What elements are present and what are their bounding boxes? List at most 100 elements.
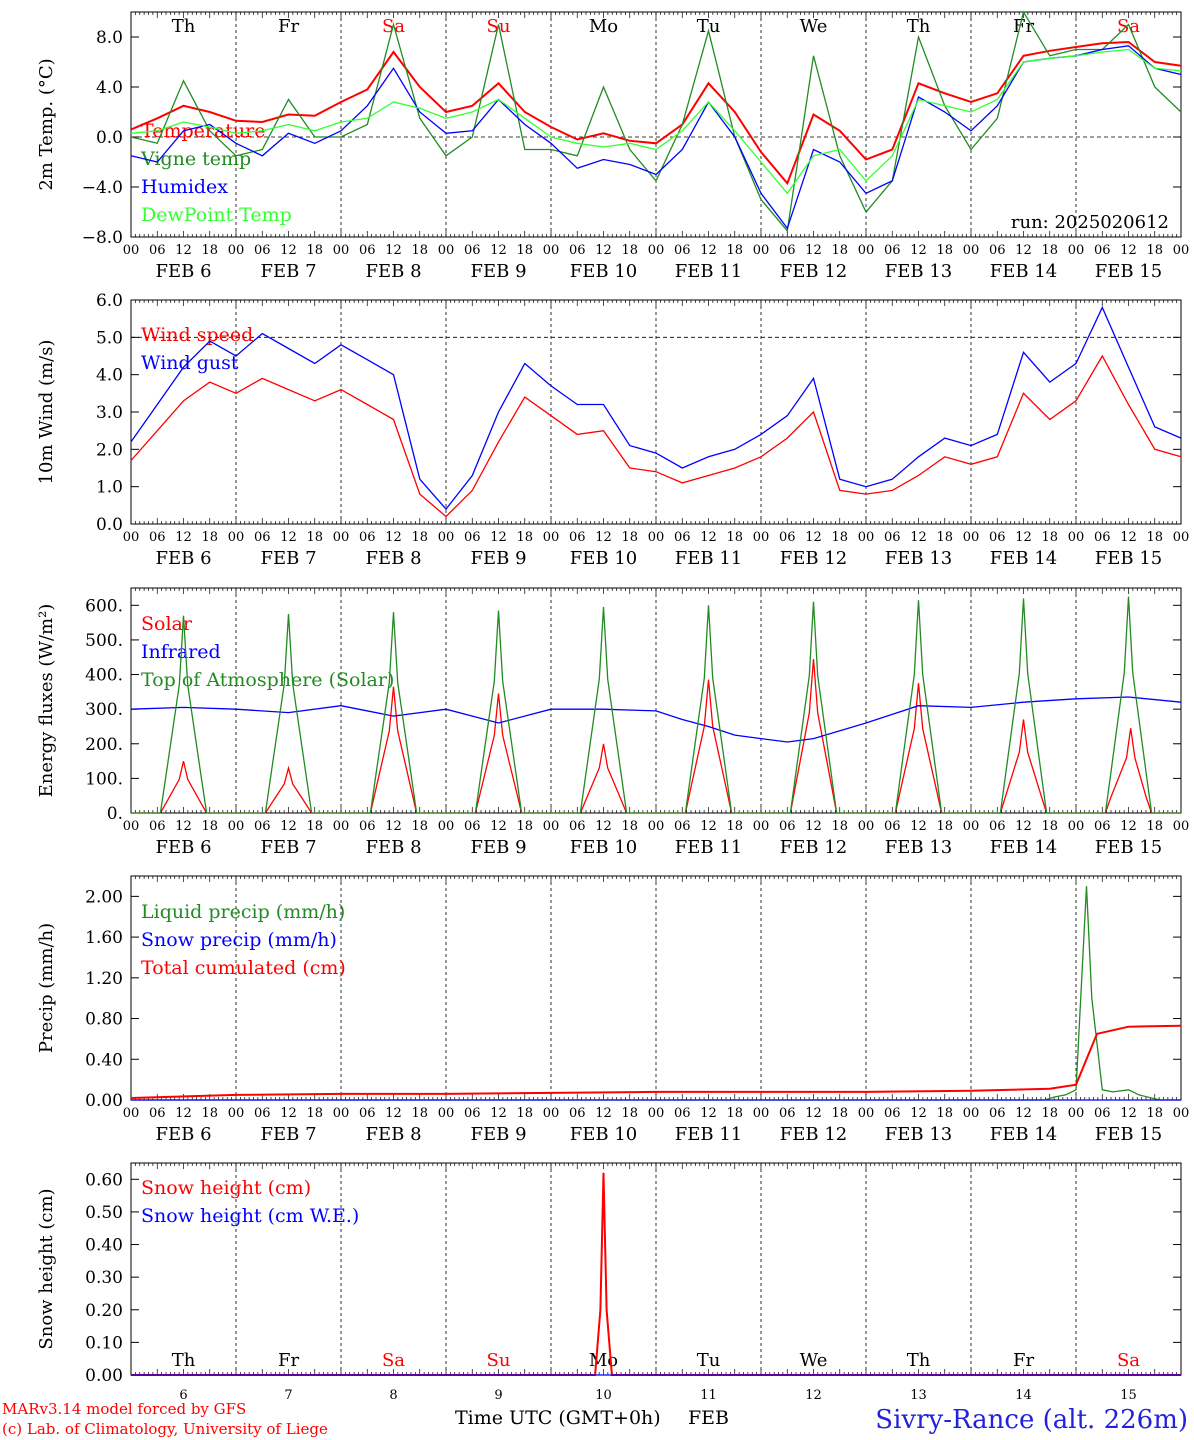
x-hour-label: 18 [516, 819, 533, 834]
x-hour-label: 18 [831, 243, 848, 258]
x-hour-label: 00 [438, 1106, 455, 1121]
weekday-label: Mo [589, 16, 618, 37]
legend-entry: Snow height (cm W.E.) [141, 1205, 359, 1227]
weekday-label: Th [907, 16, 931, 37]
y-tick-label: 600. [85, 596, 123, 616]
x-day-label: FEB 9 [470, 548, 526, 569]
x-day-label: FEB 8 [365, 837, 421, 858]
x-hour-label: 12 [910, 1106, 927, 1121]
x-day-label: FEB 13 [885, 261, 952, 282]
x-hour-label: 00 [963, 243, 980, 258]
x-hour-label: 06 [779, 243, 796, 258]
x-hour-label: 18 [936, 819, 953, 834]
y-tick-label: 300. [85, 700, 123, 720]
x-hour-label: 18 [411, 243, 428, 258]
x-hour-label: 06 [674, 819, 691, 834]
y-tick-label: 6.0 [96, 291, 123, 311]
x-day-number: 7 [284, 1388, 292, 1403]
series-line [130, 696, 1182, 743]
x-day-label: FEB 9 [470, 837, 526, 858]
weekday-label: Tu [697, 1350, 721, 1371]
x-hour-label: 00 [543, 819, 560, 834]
y-tick-label: 0.40 [85, 1236, 123, 1256]
y-tick-label: 8.0 [96, 28, 123, 48]
weekday-label: We [800, 16, 828, 37]
x-hour-label: 18 [621, 530, 638, 545]
y-axis-label: Precip (mm/h) [36, 923, 57, 1053]
x-hour-label: 12 [805, 819, 822, 834]
y-tick-label: 0.20 [85, 1301, 123, 1321]
weekday-label: Sa [1117, 16, 1140, 37]
x-hour-label: 00 [648, 243, 665, 258]
x-hour-label: 18 [306, 530, 323, 545]
x-hour-label: 00 [228, 1106, 245, 1121]
x-hour-label: 18 [201, 243, 218, 258]
x-day-label: FEB 12 [780, 1124, 847, 1145]
x-hour-label: 12 [910, 530, 927, 545]
legend-entry: Liquid precip (mm/h) [141, 901, 345, 923]
x-day-label: FEB 11 [675, 548, 742, 569]
x-hour-label: 00 [858, 819, 875, 834]
y-tick-label: 0.50 [85, 1203, 123, 1223]
y-tick-label: 0.00 [85, 1366, 123, 1386]
x-hour-label: 18 [516, 1106, 533, 1121]
x-day-label: FEB 11 [675, 1124, 742, 1145]
x-hour-label: 06 [149, 1106, 166, 1121]
y-tick-label: 100. [85, 769, 123, 789]
x-hour-label: 00 [543, 530, 560, 545]
x-hour-label: 06 [884, 243, 901, 258]
x-hour-label: 12 [700, 243, 717, 258]
x-day-label: FEB 15 [1095, 548, 1162, 569]
x-hour-label: 12 [490, 530, 507, 545]
x-hour-label: 00 [228, 243, 245, 258]
x-day-label: FEB 6 [155, 261, 211, 282]
x-hour-label: 00 [1173, 530, 1190, 545]
x-day-label: FEB 15 [1095, 1124, 1162, 1145]
x-day-label: FEB 10 [570, 261, 637, 282]
x-hour-label: 12 [595, 530, 612, 545]
x-hour-label: 12 [385, 530, 402, 545]
series-line [130, 45, 1182, 230]
series-line [130, 10, 1182, 233]
x-hour-label: 00 [333, 243, 350, 258]
x-hour-label: 00 [543, 243, 560, 258]
x-hour-label: 12 [700, 530, 717, 545]
run-annotation: run: 2025020612 [1011, 212, 1169, 233]
x-hour-label: 06 [254, 819, 271, 834]
x-hour-label: 06 [884, 1106, 901, 1121]
x-hour-label: 06 [674, 1106, 691, 1121]
x-hour-label: 18 [201, 530, 218, 545]
x-hour-label: 00 [963, 1106, 980, 1121]
x-hour-label: 18 [936, 1106, 953, 1121]
y-tick-label: 4.0 [96, 366, 123, 386]
x-hour-label: 18 [306, 819, 323, 834]
x-hour-label: 18 [1041, 530, 1058, 545]
x-day-label: FEB 11 [675, 261, 742, 282]
x-hour-label: 18 [1146, 530, 1163, 545]
y-tick-label: 0.0 [96, 128, 123, 148]
weekday-label: We [800, 1350, 828, 1371]
x-day-label: FEB 6 [155, 548, 211, 569]
series-line [131, 596, 1181, 814]
x-hour-label: 00 [228, 819, 245, 834]
x-day-label: FEB 7 [260, 261, 316, 282]
x-hour-label: 06 [569, 243, 586, 258]
x-hour-label: 18 [831, 1106, 848, 1121]
x-hour-label: 12 [175, 530, 192, 545]
x-hour-label: 18 [411, 530, 428, 545]
y-tick-label: 0.30 [85, 1268, 123, 1288]
x-hour-label: 12 [910, 243, 927, 258]
x-hour-label: 06 [464, 530, 481, 545]
x-hour-label: 18 [621, 819, 638, 834]
x-day-label: FEB 15 [1095, 261, 1162, 282]
x-hour-label: 12 [385, 1106, 402, 1121]
x-day-label: FEB 9 [470, 1124, 526, 1145]
month-label: FEB [688, 1407, 729, 1429]
legend-entry: Vigne temp [140, 148, 251, 170]
x-hour-label: 00 [438, 530, 455, 545]
panel-2: 0.0 1.0 2.0 3.0 4.0 5.0 6.0 10m Wind (m/s) 00 06 1… [36, 291, 1189, 569]
x-day-label: FEB 13 [885, 1124, 952, 1145]
x-hour-label: 18 [516, 243, 533, 258]
x-hour-label: 18 [1041, 243, 1058, 258]
